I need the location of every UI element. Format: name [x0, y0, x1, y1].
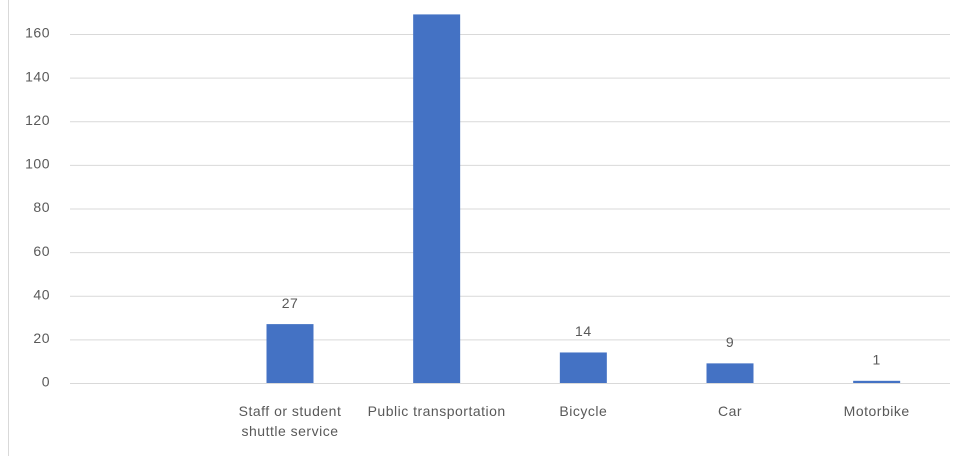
bar [266, 324, 314, 383]
x-tick-label: Public transportation [367, 403, 506, 419]
y-tick-label: 80 [33, 199, 50, 215]
data-label: 9 [726, 334, 734, 350]
y-tick-label: 120 [25, 112, 50, 128]
x-tick-label: Bicycle [559, 403, 608, 419]
x-tick-label: Car [717, 403, 743, 419]
data-label: 27 [282, 295, 299, 311]
y-tick-label: 20 [33, 330, 50, 346]
bar [853, 380, 901, 383]
y-tick-label: 60 [33, 243, 50, 259]
bar [706, 363, 754, 383]
data-label: 1 [873, 352, 881, 368]
bar [413, 14, 461, 383]
x-tick-label: Motorbike [843, 403, 910, 419]
y-tick-label: 160 [25, 25, 50, 41]
y-tick-label: 0 [42, 374, 50, 390]
y-tick-label: 140 [25, 68, 50, 84]
bar [559, 352, 607, 383]
y-tick-label: 40 [33, 286, 50, 302]
x-tick-label: Staff or student shuttle service [238, 403, 342, 439]
y-tick-label: 100 [25, 156, 50, 172]
data-label: 14 [575, 323, 592, 339]
